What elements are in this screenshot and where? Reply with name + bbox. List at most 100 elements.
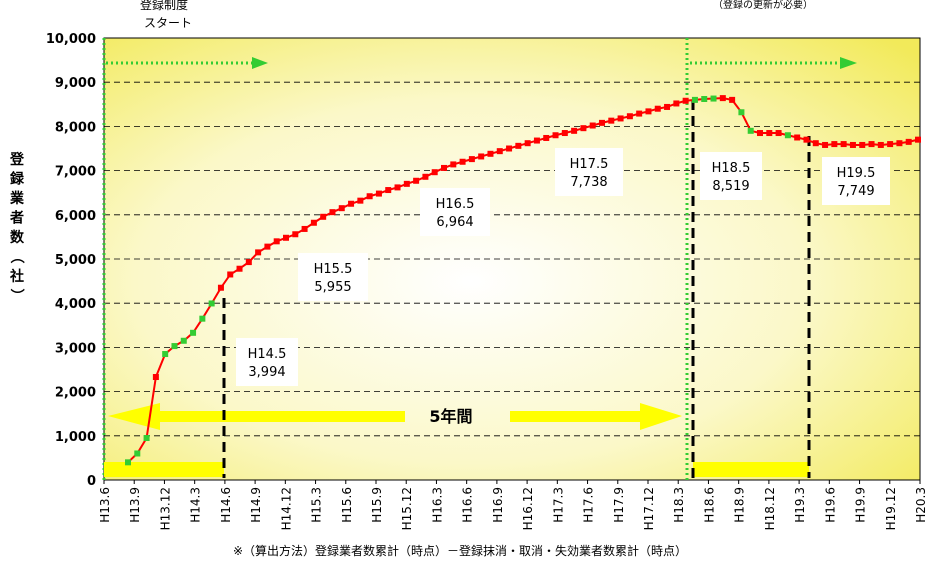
data-point xyxy=(125,459,131,466)
data-point xyxy=(896,140,903,147)
renewal-dotted-arrow xyxy=(690,57,857,69)
data-point xyxy=(236,265,243,272)
data-point xyxy=(543,134,550,141)
data-point xyxy=(273,238,280,245)
x-tick-label: H14.12 xyxy=(279,487,293,530)
data-point xyxy=(599,119,605,126)
annotation-value: 6,964 xyxy=(436,215,473,230)
x-tick-label: H16.9 xyxy=(491,487,505,523)
annotation-label: H17.5 xyxy=(570,157,609,172)
data-point xyxy=(840,141,847,148)
x-tick-label: H19.6 xyxy=(823,487,837,523)
data-point xyxy=(757,130,763,137)
y-tick-label: 7,000 xyxy=(55,165,96,180)
data-point xyxy=(859,141,866,148)
yellow-bar-right xyxy=(693,462,809,477)
x-tick-label: H15.6 xyxy=(340,487,354,523)
y-axis-label-char: 数 xyxy=(10,229,25,246)
data-point xyxy=(301,225,308,232)
x-tick-label: H18.9 xyxy=(733,487,747,523)
data-point xyxy=(524,140,531,147)
data-point xyxy=(310,219,317,226)
data-point xyxy=(506,145,513,152)
annotation-label: H14.5 xyxy=(248,347,287,362)
start-dotted-arrow xyxy=(106,57,268,69)
data-point xyxy=(868,141,875,148)
five-year-arrow xyxy=(108,403,682,430)
y-tick-label: 10,000 xyxy=(46,32,96,47)
data-point xyxy=(654,105,661,112)
data-point xyxy=(431,169,438,176)
y-tick-label: 0 xyxy=(87,474,96,489)
x-tick-label: H19.3 xyxy=(793,487,807,523)
data-point xyxy=(468,156,475,163)
data-point xyxy=(375,190,382,197)
data-point xyxy=(385,187,392,194)
data-point xyxy=(608,117,615,124)
yellow-bar-left xyxy=(104,462,224,477)
data-point xyxy=(822,141,829,148)
annotation-box: H16.5 6,964 xyxy=(420,188,490,236)
x-tick-label: H17.9 xyxy=(612,487,626,523)
annotation-box: H19.5 7,749 xyxy=(822,157,890,205)
data-point xyxy=(283,234,289,241)
y-axis-label-char: （ xyxy=(8,250,24,264)
x-tick-label: H18.3 xyxy=(672,487,686,523)
annotation-value: 7,738 xyxy=(570,175,607,190)
y-tick-label: 3,000 xyxy=(55,341,96,356)
y-axis-label-char: ） xyxy=(8,289,24,303)
y-axis-label-char: 社 xyxy=(9,268,24,285)
data-point xyxy=(831,141,838,148)
x-tick-label: H17.6 xyxy=(582,487,596,523)
data-point xyxy=(803,136,810,143)
x-tick-label: H14.6 xyxy=(219,487,233,523)
data-point xyxy=(450,161,457,168)
data-point xyxy=(422,173,429,180)
data-point xyxy=(701,95,708,102)
y-tick-label: 9,000 xyxy=(55,76,96,91)
data-point xyxy=(645,108,652,115)
renewal-callout: （登録の更新が必要） xyxy=(713,0,813,11)
data-point xyxy=(738,109,745,116)
x-tick-label: H15.3 xyxy=(310,487,324,523)
data-point xyxy=(180,337,187,344)
gridlines xyxy=(104,81,920,437)
data-point xyxy=(134,450,141,457)
data-point xyxy=(143,435,150,442)
x-tick-label: H16.12 xyxy=(521,487,535,530)
x-tick-label: H14.9 xyxy=(249,487,263,523)
data-point xyxy=(905,138,912,145)
data-point xyxy=(227,271,234,278)
data-point xyxy=(515,142,522,149)
x-tick-label: H13.6 xyxy=(98,487,112,523)
data-point xyxy=(664,103,671,110)
data-point xyxy=(766,130,773,137)
data-point xyxy=(199,315,206,322)
data-point xyxy=(710,95,717,102)
footnote: ※（算出方法）登録業者数累計（時点）－登録抹消・取消・失効業者数累計（時点） xyxy=(233,543,687,558)
data-point xyxy=(292,231,299,238)
x-tick-label: H15.9 xyxy=(370,487,384,523)
x-tick-label: H16.3 xyxy=(430,487,444,523)
data-point xyxy=(208,300,215,307)
annotation-label: H15.5 xyxy=(314,262,353,277)
five-year-label: 5年間 xyxy=(429,407,472,426)
data-point xyxy=(719,95,726,102)
y-tick-label: 5,000 xyxy=(55,253,96,268)
data-point xyxy=(441,164,447,171)
data-point xyxy=(171,343,178,350)
data-point xyxy=(849,141,856,148)
annotations: H14.5 3,994 H15.5 5,955 H16.5 6,964 H17.5 7,738… xyxy=(236,148,890,386)
x-tick-label: H17.3 xyxy=(551,487,565,523)
data-point xyxy=(496,148,503,155)
data-point xyxy=(190,329,197,336)
start-callout-line1: 登録制度 xyxy=(140,0,188,12)
y-axis-label-char: 録 xyxy=(10,171,25,188)
data-point xyxy=(255,249,262,256)
x-tick-labels: H13.6 H13.9 H13.12 H14.3 H14.6 H14.9 H14.12 H15… xyxy=(98,480,926,530)
series-markers xyxy=(125,95,921,466)
data-point xyxy=(636,110,643,117)
data-point xyxy=(320,213,327,220)
y-tick-labels: 0 1,000 2,000 3,000 4,000 5,000 6,000 7,000 8,00… xyxy=(46,32,96,489)
